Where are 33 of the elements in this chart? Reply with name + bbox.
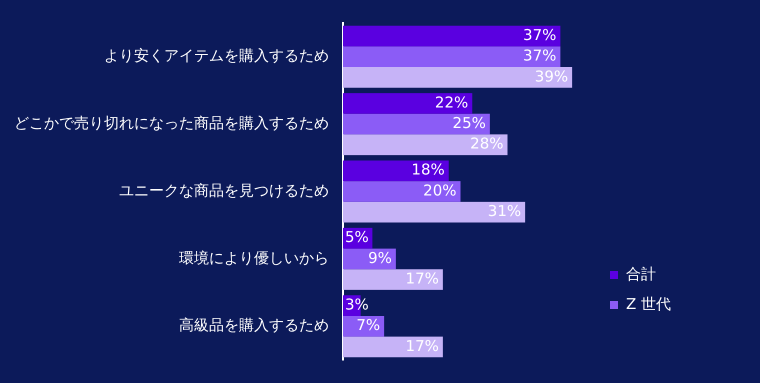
legend-label: Z 世代	[626, 294, 672, 313]
data-label: 9%	[368, 248, 392, 267]
bar	[343, 93, 472, 114]
data-label: 28%	[470, 134, 504, 153]
data-label: 5%	[345, 228, 369, 246]
data-label: 25%	[452, 114, 486, 132]
y-tick-label: 高級品を購入するため	[179, 316, 329, 334]
data-label: 20%	[423, 181, 456, 200]
data-label: 3%	[345, 296, 369, 314]
y-tick-label: ユニークな商品を見つけるため	[119, 181, 329, 200]
y-tick-label: 環境により優しいから	[179, 248, 329, 267]
data-label: 7%	[356, 316, 380, 334]
bar	[343, 134, 508, 156]
data-label: 18%	[411, 160, 445, 179]
data-label: 31%	[488, 202, 522, 220]
bar	[343, 26, 560, 46]
bar	[343, 46, 560, 68]
y-tick-label: どこかで売り切れになった商品を購入するため	[14, 114, 329, 132]
bar	[343, 336, 443, 358]
y-tick-label: より安くアイテムを購入するため	[104, 46, 329, 65]
legend-label: 合計	[626, 264, 656, 283]
data-label: 17%	[406, 269, 439, 288]
data-label: 17%	[406, 336, 439, 355]
data-label: 37%	[523, 46, 556, 65]
bar	[343, 114, 490, 134]
bar	[343, 202, 526, 223]
bar	[343, 67, 572, 88]
bar	[343, 160, 449, 182]
bar	[343, 181, 460, 202]
data-label: 22%	[434, 93, 468, 112]
data-label: 39%	[534, 67, 568, 86]
bar	[343, 269, 443, 290]
data-label: 37%	[523, 26, 556, 44]
